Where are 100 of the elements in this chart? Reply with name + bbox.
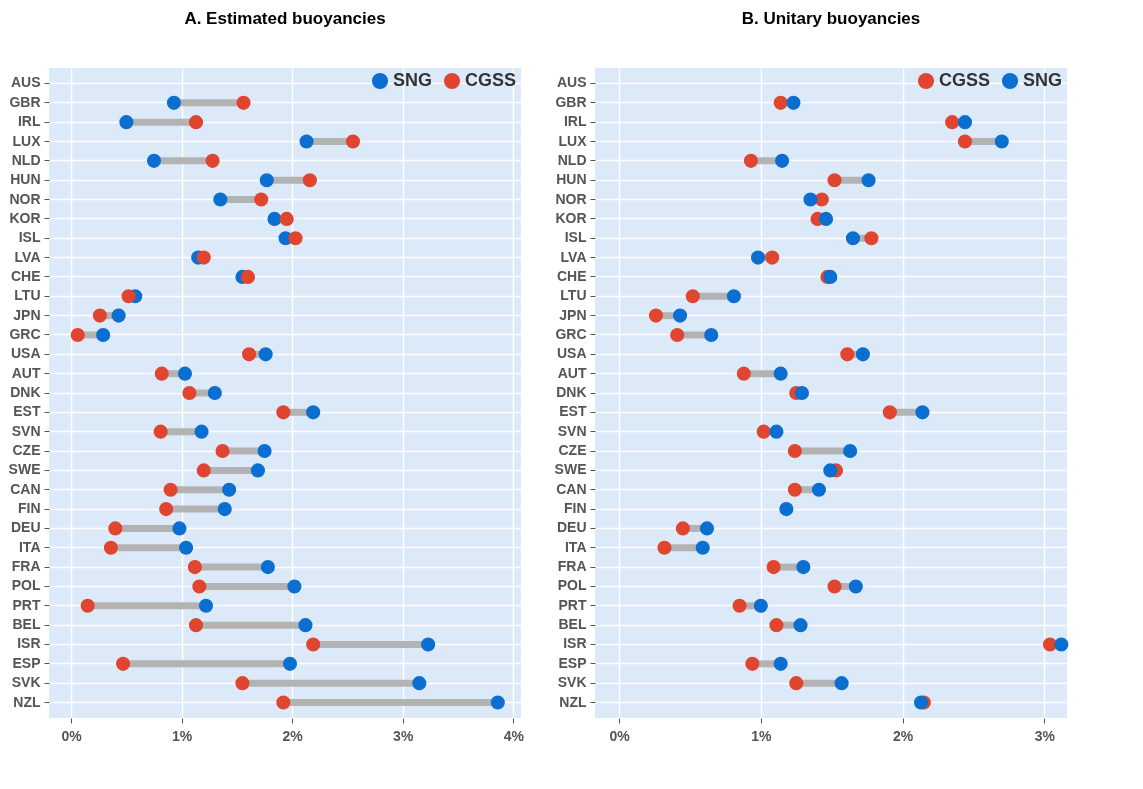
point [811, 482, 827, 497]
y-tick-label: AUT [557, 364, 587, 381]
y-tick-label: ITA [18, 538, 41, 555]
point [163, 482, 178, 497]
y-tick-label: POL [557, 577, 587, 594]
point [769, 424, 784, 439]
point [187, 560, 202, 575]
point [196, 463, 211, 478]
point [756, 424, 771, 439]
point [726, 289, 741, 304]
point [299, 134, 314, 149]
y-tick-label: POL [11, 577, 41, 594]
y-tick-label: CHE [10, 267, 41, 284]
point [287, 579, 302, 594]
y-tick-label: DEU [10, 519, 41, 536]
point [685, 289, 700, 304]
point [207, 385, 222, 401]
y-tick-label: ISR [563, 635, 587, 652]
point [827, 579, 842, 594]
point [794, 385, 810, 401]
y-tick-label: SVN [557, 422, 587, 439]
point [92, 308, 107, 323]
point [789, 676, 804, 691]
y-tick-label: USA [556, 345, 587, 362]
y-tick-label: NZL [559, 693, 587, 710]
point [773, 95, 788, 110]
point [1054, 637, 1069, 652]
point [796, 560, 811, 575]
point [864, 231, 879, 246]
point [159, 502, 174, 517]
y-tick-label: JPN [559, 306, 587, 323]
point [843, 443, 858, 459]
point [259, 173, 274, 188]
point [260, 560, 275, 575]
point [818, 211, 834, 226]
point [282, 656, 298, 671]
y-tick-label: NZL [13, 693, 41, 710]
y-tick-label: CHE [556, 267, 587, 284]
point [957, 115, 973, 130]
y-tick-label: AUS [556, 74, 587, 91]
point [753, 598, 768, 613]
point [236, 95, 251, 110]
y-tick-label: IRL [17, 113, 41, 130]
y-tick-label: ITA [564, 538, 587, 555]
point [306, 637, 321, 652]
chart-title: B. Unitary buoyancies [741, 9, 921, 28]
chart-title: A. Estimated buoyancies [184, 9, 386, 28]
point [250, 463, 265, 478]
point [217, 502, 232, 517]
point [205, 153, 220, 168]
y-tick-label: SVN [11, 422, 41, 439]
point [695, 540, 710, 555]
point [765, 250, 780, 265]
x-tick-label: 2% [892, 727, 914, 744]
point [675, 521, 690, 536]
point [787, 482, 802, 497]
point [421, 637, 436, 652]
y-tick-label: FRA [557, 558, 587, 575]
point [177, 366, 193, 381]
point [848, 579, 863, 594]
point [188, 115, 204, 130]
point [787, 443, 802, 459]
point [827, 173, 842, 188]
point [773, 656, 788, 671]
y-tick-label: USA [10, 345, 41, 362]
x-tick-label: 0% [61, 727, 83, 744]
point [254, 192, 269, 207]
point [198, 598, 214, 613]
y-tick-label: KOR [9, 209, 41, 226]
point [957, 134, 973, 149]
y-tick-label: DEU [556, 519, 587, 536]
point [793, 618, 808, 633]
y-tick-label: ESP [558, 654, 587, 671]
point [146, 153, 162, 168]
legend-label: SNG [1023, 70, 1063, 90]
point [276, 405, 291, 420]
point [154, 366, 169, 381]
point [179, 540, 194, 555]
y-tick-label: ISL [18, 229, 41, 246]
point [258, 347, 273, 362]
y-tick-label: PRT [558, 596, 587, 613]
point [657, 540, 672, 555]
point [213, 192, 228, 207]
y-tick-label: GBR [9, 93, 41, 110]
point [840, 347, 855, 362]
point [823, 463, 838, 478]
point [182, 385, 197, 401]
y-tick-label: HUN [556, 171, 587, 188]
y-tick-label: JPN [13, 306, 41, 323]
point [279, 211, 294, 226]
y-tick-label: NOR [9, 190, 41, 207]
point [108, 521, 123, 536]
point [915, 405, 930, 420]
point [490, 695, 505, 710]
point [96, 327, 111, 343]
point [743, 153, 758, 168]
point [70, 327, 85, 343]
y-tick-label: LUX [558, 132, 588, 149]
point [257, 443, 272, 459]
point [855, 347, 870, 362]
